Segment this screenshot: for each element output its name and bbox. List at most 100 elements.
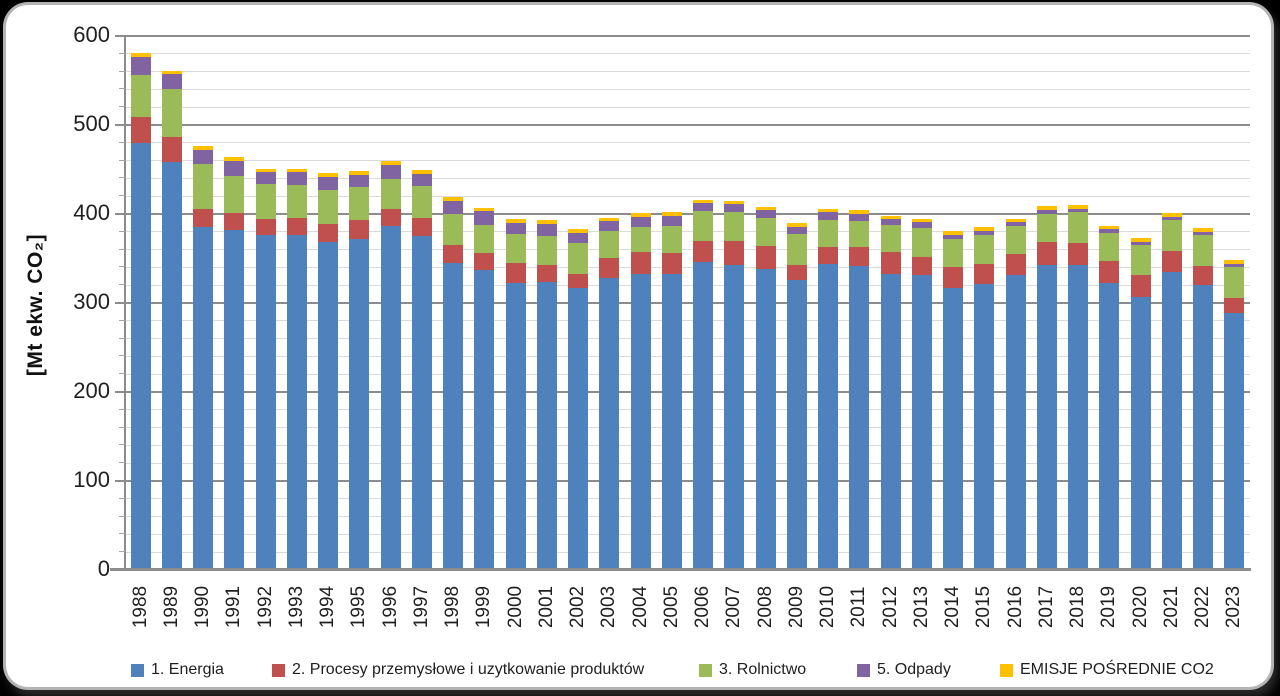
bar-segment-odpady-2000: [505, 222, 526, 235]
bar-segment-energia-1994: [318, 242, 339, 570]
bar-segment-rolnictwo-1990: [193, 164, 214, 209]
x-label-2002: 2002: [567, 585, 589, 629]
bar-segment-odpady-1990: [193, 149, 214, 165]
bar-segment-odpady-2022: [1193, 231, 1214, 236]
y-axis-tick: [119, 195, 125, 197]
bar-segment-emisje-posrednie-co2-2008: [755, 206, 776, 211]
x-label-1991: 1991: [223, 585, 245, 629]
bar-segment-energia-2012: [880, 273, 901, 570]
bar-segment-emisje-posrednie-co2-1996: [380, 160, 401, 166]
bar-segment-rolnictwo-2011: [849, 221, 870, 247]
bar-1992: [255, 168, 276, 570]
x-label-2008: 2008: [754, 585, 776, 629]
bar-segment-procesy-przemyslowe-2021: [1161, 250, 1182, 272]
legend-item-rolnictwo: 3. Rolnictwo: [699, 661, 806, 679]
bar-segment-odpady-1998: [443, 200, 464, 215]
bar-segment-emisje-posrednie-co2-2002: [568, 229, 589, 233]
bar-segment-rolnictwo-2006: [693, 211, 714, 241]
bar-segment-rolnictwo-2003: [599, 230, 620, 258]
y-axis-tick: [119, 444, 125, 446]
legend-label-emisje-posrednie-co2: EMISJE POŚREDNIE CO2: [1020, 661, 1214, 678]
x-label-2010: 2010: [817, 585, 839, 629]
bar-2004: [630, 213, 651, 570]
bar-segment-energia-1991: [224, 230, 245, 570]
bar-segment-rolnictwo-2004: [630, 227, 651, 253]
bar-segment-energia-1989: [161, 162, 182, 570]
bar-segment-procesy-przemyslowe-2007: [724, 240, 745, 265]
plot-area: [125, 35, 1250, 570]
bar-2000: [505, 219, 526, 570]
bar-segment-emisje-posrednie-co2-1995: [349, 171, 370, 175]
bar-segment-odpady-2015: [974, 230, 995, 236]
bar-segment-emisje-posrednie-co2-2013: [911, 218, 932, 223]
legend-label-odpady: 5. Odpady: [877, 661, 951, 678]
gridline-minor: [125, 444, 1250, 446]
x-label-1993: 1993: [285, 585, 307, 629]
bar-segment-odpady-2017: [1036, 209, 1057, 215]
y-axis-tick: [119, 551, 125, 553]
bar-segment-energia-1999: [474, 270, 495, 570]
bar-segment-procesy-przemyslowe-2015: [974, 263, 995, 285]
legend-item-emisje-posrednie-co2: EMISJE POŚREDNIE CO2: [1000, 661, 1214, 679]
x-label-1992: 1992: [254, 585, 276, 629]
bar-segment-odpady-2023: [1224, 263, 1245, 267]
y-axis-tick: [119, 426, 125, 428]
bar-segment-energia-2010: [818, 263, 839, 570]
bar-2023: [1224, 260, 1245, 570]
gridline-minor: [125, 249, 1250, 251]
bar-segment-rolnictwo-1997: [411, 185, 432, 218]
legend-label-energia: 1. Energia: [151, 661, 224, 678]
y-axis-tick: [119, 159, 125, 161]
bar-segment-emisje-posrednie-co2-2001: [536, 220, 557, 224]
y-axis-tick: [119, 70, 125, 72]
bar-segment-procesy-przemyslowe-2019: [1099, 261, 1120, 284]
bar-segment-emisje-posrednie-co2-2019: [1099, 225, 1120, 230]
bar-segment-rolnictwo-2009: [786, 233, 807, 265]
y-tick-label: 0: [97, 556, 110, 581]
y-axis-tick: [119, 52, 125, 54]
y-axis-tick: [119, 408, 125, 410]
gridline-minor: [125, 320, 1250, 322]
bar-segment-emisje-posrednie-co2-2014: [943, 230, 964, 235]
gridline-minor: [125, 373, 1250, 375]
x-label-2016: 2016: [1004, 585, 1026, 629]
gridline-minor: [125, 427, 1250, 429]
y-axis-tick: [119, 266, 125, 268]
bar-1988: [130, 52, 151, 570]
bar-1999: [474, 207, 495, 570]
gridline-minor: [125, 160, 1250, 162]
y-axis-tick: [119, 319, 125, 321]
y-axis-tick: [119, 533, 125, 535]
bar-segment-energia-2008: [755, 269, 776, 570]
y-axis-tick: [119, 284, 125, 286]
bar-segment-procesy-przemyslowe-1999: [474, 253, 495, 271]
gridline-minor: [125, 284, 1250, 286]
bar-segment-odpady-2014: [943, 234, 964, 239]
bar-1994: [318, 173, 339, 570]
x-label-2012: 2012: [879, 585, 901, 629]
bar-1997: [411, 169, 432, 570]
bar-2001: [536, 220, 557, 570]
bar-segment-rolnictwo-2005: [661, 226, 682, 254]
x-label-2017: 2017: [1035, 585, 1057, 629]
bar-segment-rolnictwo-1993: [286, 184, 307, 219]
x-label-2009: 2009: [785, 585, 807, 629]
bar-segment-odpady-1992: [255, 172, 276, 184]
bar-segment-emisje-posrednie-co2-2023: [1224, 260, 1245, 264]
x-label-2003: 2003: [598, 585, 620, 629]
bar-segment-procesy-przemyslowe-2017: [1036, 242, 1057, 265]
bar-segment-emisje-posrednie-co2-1989: [161, 70, 182, 75]
bar-1991: [224, 157, 245, 570]
bar-segment-emisje-posrednie-co2-2015: [974, 227, 995, 231]
bar-segment-procesy-przemyslowe-1988: [130, 117, 151, 143]
bar-segment-energia-2017: [1036, 264, 1057, 570]
bar-segment-energia-2001: [536, 281, 557, 570]
y-axis-tick: [119, 88, 125, 90]
bar-segment-rolnictwo-2007: [724, 212, 745, 241]
legend-swatch-energia: [131, 663, 144, 677]
bar-segment-procesy-przemyslowe-2014: [943, 266, 964, 288]
x-label-2000: 2000: [504, 585, 526, 629]
bar-segment-procesy-przemyslowe-1998: [443, 245, 464, 263]
x-label-2022: 2022: [1192, 585, 1214, 629]
bar-segment-odpady-1993: [286, 172, 307, 185]
